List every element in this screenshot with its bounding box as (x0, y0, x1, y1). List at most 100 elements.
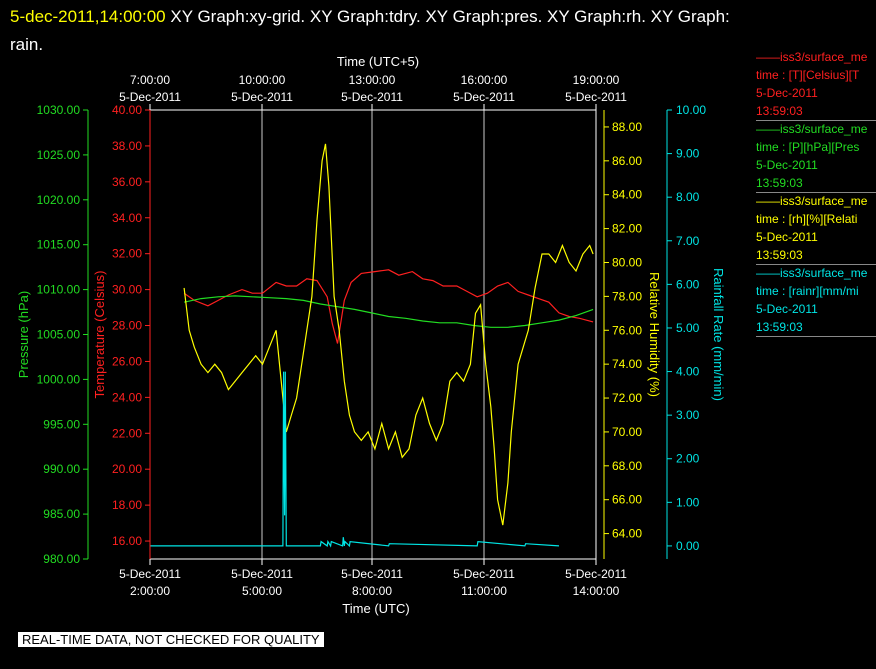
tdry-tick-label: 30.00 (112, 283, 142, 297)
x-tick-date: 5-Dec-2011 (119, 567, 181, 581)
pres-tick-label: 1010.00 (37, 283, 81, 297)
rain-axis-label: Rainfall Rate (mm/min) (711, 268, 726, 401)
rh-tick-label: 82.00 (612, 222, 642, 236)
top-axis-label: Time (UTC+5) (337, 54, 419, 69)
legend-units: time : [T][Celsius][T (756, 68, 860, 82)
tdry-axis-label: Temperature (Celsius) (92, 271, 107, 399)
rain-series-line (150, 371, 560, 548)
top-tick-time: 13:00:00 (349, 73, 396, 87)
x-tick-time: 8:00:00 (352, 584, 392, 598)
legend-time: 13:59:03 (756, 320, 803, 334)
tdry-tick-label: 24.00 (112, 390, 142, 404)
rain-tick-label: 3.00 (676, 408, 700, 422)
top-tick-time: 7:00:00 (130, 73, 170, 87)
tdry-tick-label: 38.00 (112, 139, 142, 153)
x-tick-time: 2:00:00 (130, 584, 170, 598)
legend-series: ——iss3/surface_me (756, 194, 868, 208)
rh-tick-label: 70.00 (612, 425, 642, 439)
x-tick-date: 5-Dec-2011 (453, 567, 515, 581)
tdry-tick-label: 22.00 (112, 426, 142, 440)
legend-date: 5-Dec-2011 (756, 86, 818, 100)
tdry-tick-label: 26.00 (112, 354, 142, 368)
top-tick-date: 5-Dec-2011 (341, 90, 403, 104)
rh-tick-label: 80.00 (612, 255, 642, 269)
header-graph-list: XY Graph:xy-grid. XY Graph:tdry. XY Grap… (165, 7, 730, 26)
rh-tick-label: 64.00 (612, 527, 642, 541)
top-tick-date: 5-Dec-2011 (453, 90, 515, 104)
legend-time: 13:59:03 (756, 104, 803, 118)
time-axes-group: 5-Dec-2011 2:00:00 5-Dec-2011 5:00:00 5-Dec-… (119, 54, 627, 616)
x-tick-time: 5:00:00 (242, 584, 282, 598)
legend-date: 5-Dec-2011 (756, 230, 818, 244)
x-axis-label: Time (UTC) (342, 601, 409, 616)
axes-group: 980.00 985.00 990.00 995.00 1000.00 1005.00 10… (16, 103, 726, 566)
rh-tick-label: 74.00 (612, 357, 642, 371)
header-timestamp: 5-dec-2011,14:00:00 (10, 7, 166, 26)
legend-entry: ——iss3/surface_me time : [P][hPa][Pres 5-D… (756, 120, 876, 193)
tdry-tick-label: 40.00 (112, 103, 142, 117)
rh-tick-label: 76.00 (612, 323, 642, 337)
pres-tick-label: 980.00 (43, 552, 80, 566)
rh-tick-label: 88.00 (612, 120, 642, 134)
quality-disclaimer: REAL-TIME DATA, NOT CHECKED FOR QUALITY (18, 632, 324, 647)
rain-tick-label: 2.00 (676, 452, 700, 466)
x-tick-date: 5-Dec-2011 (565, 567, 627, 581)
window-title: 5-dec-2011,14:00:00 XY Graph:xy-grid. XY… (10, 3, 870, 54)
legend-time: 13:59:03 (756, 248, 803, 262)
rain-tick-label: 1.00 (676, 495, 700, 509)
rh-tick-label: 72.00 (612, 391, 642, 405)
legend-units: time : [rainr][mm/mi (756, 284, 859, 298)
legend-units: time : [rh][%][Relati (756, 212, 858, 226)
top-tick-time: 19:00:00 (573, 73, 620, 87)
rh-axis-label: Relative Humidity (%) (647, 272, 662, 397)
tdry-tick-label: 36.00 (112, 175, 142, 189)
pres-tick-label: 995.00 (43, 417, 80, 431)
rh-tick-label: 86.00 (612, 154, 642, 168)
pres-tick-label: 1030.00 (37, 103, 81, 117)
rh-tick-label: 84.00 (612, 188, 642, 202)
legend-date: 5-Dec-2011 (756, 158, 818, 172)
legend-series: ——iss3/surface_me (756, 266, 868, 280)
legend-series: ——iss3/surface_me (756, 122, 868, 136)
tdry-tick-label: 28.00 (112, 319, 142, 333)
rain-tick-label: 6.00 (676, 277, 700, 291)
pres-tick-label: 1020.00 (37, 193, 81, 207)
tdry-tick-label: 32.00 (112, 247, 142, 261)
pres-tick-label: 1015.00 (37, 238, 81, 252)
rain-tick-label: 4.00 (676, 365, 700, 379)
rain-tick-label: 10.00 (676, 103, 706, 117)
plot-frame (149, 109, 597, 560)
rain-tick-label: 9.00 (676, 147, 700, 161)
top-tick-date: 5-Dec-2011 (565, 90, 627, 104)
rh-series-line (183, 143, 594, 526)
x-tick-time: 14:00:00 (573, 584, 620, 598)
pres-axis-label: Pressure (hPa) (16, 291, 31, 378)
tdry-tick-label: 16.00 (112, 534, 142, 548)
pres-tick-label: 990.00 (43, 462, 80, 476)
rain-tick-label: 0.00 (676, 539, 700, 553)
pres-tick-label: 985.00 (43, 507, 80, 521)
tdry-tick-label: 34.00 (112, 211, 142, 225)
pres-tick-label: 1005.00 (37, 328, 81, 342)
tdry-tick-label: 20.00 (112, 462, 142, 476)
rh-tick-label: 78.00 (612, 289, 642, 303)
series-group (149, 143, 594, 548)
top-tick-date: 5-Dec-2011 (231, 90, 293, 104)
rh-tick-label: 66.00 (612, 493, 642, 507)
rain-tick-label: 5.00 (676, 321, 700, 335)
tdry-series-line (183, 269, 594, 344)
rain-tick-label: 7.00 (676, 234, 700, 248)
legend-time: 13:59:03 (756, 176, 803, 190)
vertical-grid (261, 110, 485, 559)
legend-date: 5-Dec-2011 (756, 302, 818, 316)
x-tick-date: 5-Dec-2011 (341, 567, 403, 581)
legend-series: ——iss3/surface_me (756, 50, 868, 64)
pres-tick-label: 1025.00 (37, 148, 81, 162)
top-tick-date: 5-Dec-2011 (119, 90, 181, 104)
top-tick-time: 16:00:00 (461, 73, 508, 87)
rain-tick-label: 8.00 (676, 190, 700, 204)
header-graph-list-continued: rain. (10, 35, 44, 54)
